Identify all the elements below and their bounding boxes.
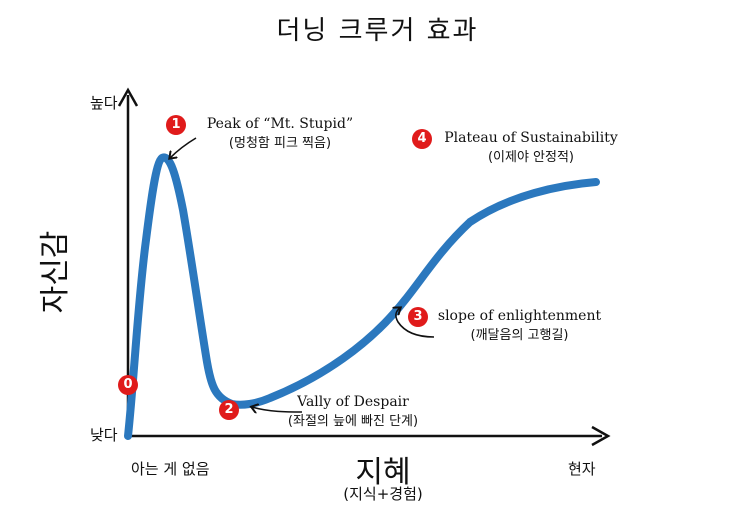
valley-annotation: Vally of Despair (좌절의 늪에 빠진 단계) (273, 393, 433, 431)
valley-pointer-arrow (252, 407, 303, 412)
stage-3-badge: 3 (408, 307, 428, 327)
stage-4-badge: 4 (412, 129, 432, 149)
confidence-curve (124, 153, 600, 440)
slope-annotation-ko: (깨달음의 고행길) (470, 328, 569, 343)
x-axis-end-label: 현자 (568, 460, 596, 478)
y-axis-high-label: 높다 (90, 94, 118, 112)
diagram-title: 더닝 크루거 효과 (276, 16, 479, 46)
x-axis-start-label: 아는 게 없음 (131, 460, 210, 478)
peak-annotation: Peak of “Mt. Stupid” (멍청함 피크 찍음) (190, 115, 370, 153)
peak-annotation-en: Peak of “Mt. Stupid” (206, 116, 354, 132)
x-axis-subtitle: (지식+경험) (343, 485, 423, 503)
x-axis-title: 지혜 (355, 455, 411, 490)
slope-annotation-en: slope of enlightenment (437, 308, 602, 324)
plateau-annotation-ko: (이제야 안정적) (487, 150, 575, 165)
valley-annotation-en: Vally of Despair (297, 394, 409, 410)
slope-annotation: slope of enlightenment (깨달음의 고행길) (432, 307, 607, 345)
slope-pointer-arrow (396, 308, 435, 338)
y-axis-low-label: 낮다 (90, 426, 118, 444)
stage-0-badge: 0 (118, 375, 138, 395)
plateau-annotation: Plateau of Sustainability (이제야 안정적) (436, 129, 626, 167)
peak-pointer-arrow (170, 137, 197, 158)
stage-1-badge: 1 (166, 115, 186, 135)
x-axis-arrowhead (591, 425, 611, 447)
stage-2-badge: 2 (219, 400, 239, 420)
plateau-annotation-en: Plateau of Sustainability (444, 130, 618, 146)
peak-annotation-ko: (멍청함 피크 찍음) (228, 136, 332, 151)
y-axis-arrowhead (117, 87, 139, 107)
y-axis-title: 자신감 (38, 230, 73, 314)
valley-annotation-ko: (좌절의 늪에 빠진 단계) (287, 414, 419, 429)
